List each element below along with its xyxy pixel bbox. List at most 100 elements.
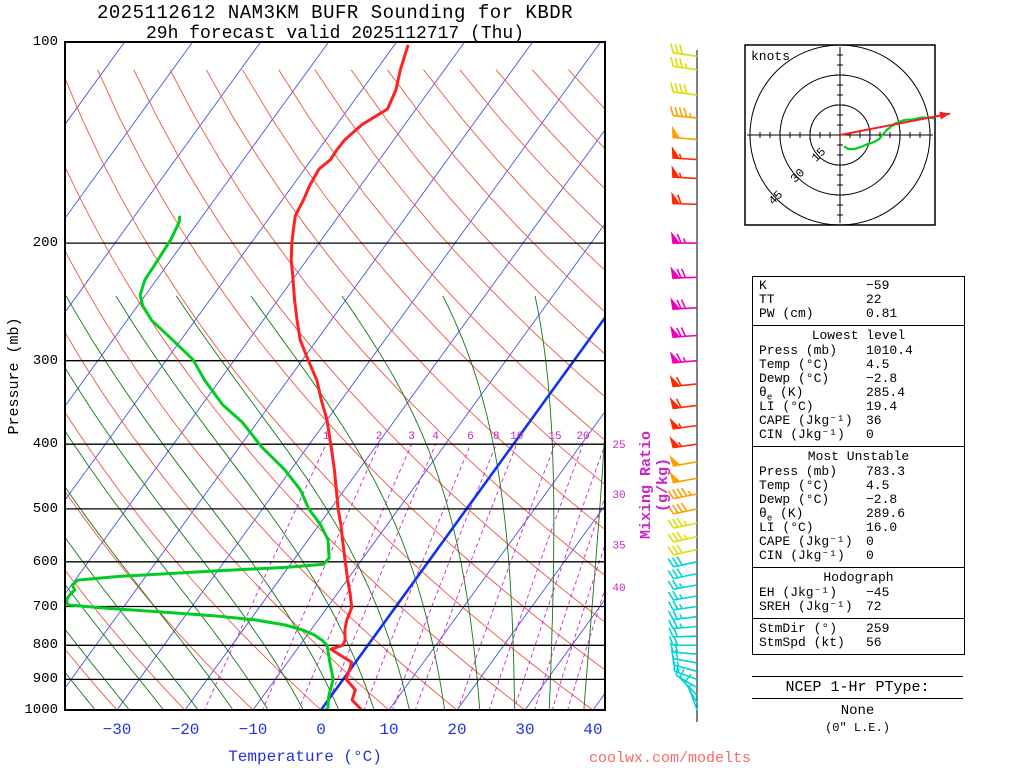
- wind-barb: [668, 619, 698, 630]
- stats-row-label: Dewp (°C): [759, 371, 830, 386]
- stats-row-value: −2.8: [866, 492, 898, 507]
- hodograph-units-label: knots: [751, 49, 791, 64]
- stats-row: CIN (Jkg⁻¹) 0: [753, 428, 964, 442]
- pressure-tick-label: 300: [32, 352, 58, 369]
- stats-row: Press (mb) 1010.4: [753, 344, 964, 358]
- stats-row: θe (K) 285.4: [753, 385, 964, 403]
- wind-barb: [670, 297, 698, 310]
- pressure-tick-label: 800: [32, 637, 58, 654]
- wind-barb: [669, 351, 698, 364]
- watermark-text: coolwx.com/modelts: [588, 750, 751, 767]
- mixing-ratio-label: 1: [323, 431, 330, 443]
- wind-barb: [669, 106, 698, 119]
- stats-row: StmDir (°) 259: [753, 622, 964, 636]
- stats-row-value: 0: [866, 548, 874, 563]
- stats-row-label: Temp (°C): [759, 478, 830, 493]
- stats-row-value: 1010.4: [866, 343, 913, 358]
- wind-barb: [669, 375, 698, 388]
- ptype-note: (0" L.E.): [825, 721, 890, 735]
- wind-barb: [667, 590, 698, 601]
- stats-row: LI (°C) 19.4: [753, 400, 964, 414]
- stats-section-header: Hodograph: [823, 570, 894, 585]
- wind-barb: [667, 502, 698, 515]
- stats-row: Temp (°C) 4.5: [753, 479, 964, 493]
- stats-row-label: LI (°C): [759, 520, 814, 535]
- stats-section: Hodograph EH (Jkg⁻¹) −45 SREH (Jkg⁻¹) 72 StmD…: [753, 567, 964, 654]
- stats-row-value: −45: [866, 585, 890, 600]
- wind-barb: [672, 125, 698, 141]
- wind-barb: [667, 556, 698, 568]
- stats-row-label: CAPE (Jkg⁻¹): [759, 413, 853, 428]
- stats-row-label: θe (K): [759, 385, 804, 403]
- hodograph: [744, 44, 951, 226]
- hodograph-ring: [779, 74, 901, 196]
- stats-row: Dewp (°C) −2.8: [753, 493, 964, 507]
- wind-barb: [670, 325, 698, 338]
- pressure-axis-label: Pressure (mb): [6, 317, 23, 435]
- stats-row: EH (Jkg⁻¹) −45: [753, 586, 964, 600]
- hodograph-ring: [749, 44, 931, 226]
- wind-barb: [667, 610, 698, 621]
- wind-barb: [667, 487, 698, 500]
- stats-row-label: CIN (Jkg⁻¹): [759, 427, 845, 442]
- stats-row: Press (mb) 783.3: [753, 465, 964, 479]
- chart-subtitle: 29h forecast valid 2025112717 (Thu): [145, 24, 525, 44]
- mixing-ratio-label: 3: [408, 431, 415, 443]
- stats-row-label: Dewp (°C): [759, 492, 830, 507]
- stats-row-value: 259: [866, 621, 890, 636]
- stats-row-value: 72: [866, 599, 882, 614]
- wind-barb: [670, 649, 698, 664]
- stats-row-label: LI (°C): [759, 399, 814, 414]
- mixing-ratio-label: 15: [548, 431, 561, 443]
- wind-barb: [668, 636, 697, 647]
- stats-row: LI (°C) 16.0: [753, 521, 964, 535]
- stats-row-value: −2.8: [866, 371, 898, 386]
- stats-row: K −59: [753, 279, 964, 293]
- stats-row: CIN (Jkg⁻¹) 0: [753, 549, 964, 563]
- dewpoint-trace: [65, 215, 335, 710]
- stats-row-value: 16.0: [866, 520, 898, 535]
- stats-row-label: TT: [759, 292, 775, 307]
- stats-row-value: 4.5: [866, 478, 890, 493]
- pressure-tick-label: 1000: [24, 702, 58, 718]
- stats-section: Lowest level Press (mb) 1010.4 Temp (°C) 4.5…: [753, 325, 964, 446]
- mixing-ratio-label: 2: [376, 431, 383, 443]
- stats-row-value: 285.4: [866, 385, 906, 400]
- wind-barb: [670, 231, 697, 244]
- stats-panel: K −59 TT 22 PW (cm) 0.81 Lowest level Press (mb…: [752, 276, 965, 655]
- pressure-tick-label: 700: [32, 598, 58, 615]
- stats-row-label: PW (cm): [759, 306, 814, 321]
- wind-barb: [668, 627, 698, 638]
- hodograph-trace: [843, 116, 934, 151]
- wind-barb: [670, 43, 698, 57]
- mixing-ratio-axis-label: Mixing Ratio (g/kg): [638, 430, 672, 540]
- wind-barb: [669, 397, 698, 410]
- mixing-ratio-label: 20: [576, 431, 589, 443]
- wind-barb: [667, 579, 698, 590]
- stats-row-value: 289.6: [866, 506, 906, 521]
- wind-barb: [669, 471, 698, 484]
- wind-barb: [667, 544, 698, 556]
- hodograph-ring: [809, 104, 871, 166]
- wind-barb: [670, 56, 698, 71]
- temperature-tick-label: −10: [238, 721, 268, 739]
- plot-frame: [64, 41, 606, 711]
- stats-row: TT 22: [753, 293, 964, 307]
- stats-row-label: StmSpd (kt): [759, 635, 845, 650]
- temperature-tick-label: 0: [316, 721, 326, 739]
- wind-barb: [667, 531, 698, 543]
- stats-row-value: 56: [866, 635, 882, 650]
- wind-barb-column: [667, 43, 698, 711]
- temperature-tick-label: 30: [515, 721, 535, 739]
- wind-barb: [667, 517, 698, 529]
- wind-barb: [669, 436, 698, 449]
- wind-barb: [675, 665, 698, 689]
- stats-row-value: 783.3: [866, 464, 906, 479]
- temperature-tick-label: −30: [102, 721, 132, 739]
- stats-row-label: θe (K): [759, 506, 804, 524]
- stats-row-label: CIN (Jkg⁻¹): [759, 548, 845, 563]
- storm-motion-arrow: [839, 112, 951, 136]
- pressure-tick-label: 100: [32, 34, 58, 50]
- stats-row: CAPE (Jkg⁻¹) 0: [753, 535, 964, 549]
- stats-row-value: −59: [866, 278, 890, 293]
